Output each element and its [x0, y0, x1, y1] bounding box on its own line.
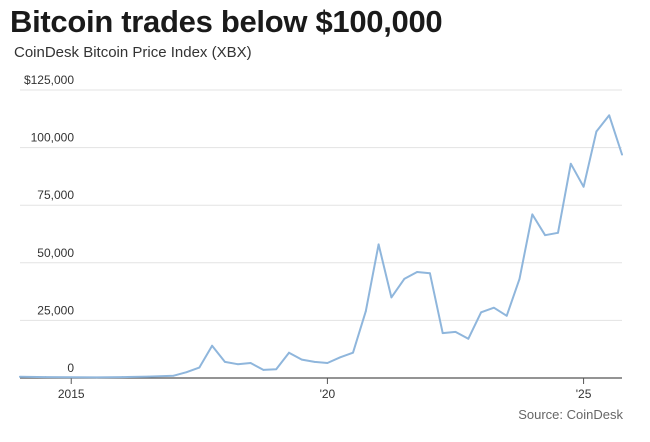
data-point: [249, 362, 252, 364]
data-point: [44, 376, 47, 378]
data-point: [531, 213, 534, 216]
data-point: [172, 374, 175, 377]
y-tick-label: 75,000: [37, 188, 74, 202]
y-tick-label: 25,000: [37, 303, 74, 317]
data-point: [313, 360, 316, 363]
data-point: [608, 114, 611, 117]
data-point: [364, 310, 367, 313]
data-point: [95, 376, 98, 379]
data-point: [275, 368, 278, 371]
source-note: Source: CoinDesk: [518, 407, 623, 422]
data-point: [557, 231, 559, 234]
data-point: [390, 296, 393, 299]
x-tick-label: 2015: [58, 387, 85, 401]
data-point: [300, 358, 303, 361]
data-point: [211, 344, 214, 347]
x-tick-label: '20: [320, 387, 336, 401]
data-point: [185, 371, 188, 374]
data-point: [544, 234, 547, 237]
data-point: [441, 332, 444, 334]
data-point: [403, 278, 406, 280]
data-point: [147, 375, 149, 378]
y-tick-label: 0: [67, 361, 74, 375]
chart-title: Bitcoin trades below $100,000: [10, 4, 443, 39]
y-tick-label: 100,000: [31, 131, 75, 145]
data-point: [428, 272, 431, 275]
data-point: [198, 366, 201, 369]
data-point: [224, 360, 226, 363]
data-point: [326, 362, 329, 364]
data-point: [454, 331, 457, 333]
data-point: [582, 185, 585, 188]
chart-subtitle: CoinDesk Bitcoin Price Index (XBX): [14, 44, 252, 61]
data-point: [121, 376, 124, 378]
data-point: [621, 153, 623, 156]
data-point: [70, 376, 73, 379]
data-point: [467, 337, 470, 340]
x-tick-label: '25: [576, 387, 592, 401]
data-point: [493, 306, 495, 309]
y-tick-label: $125,000: [24, 73, 74, 87]
series-line-0: [19, 114, 623, 379]
y-tick-label: 50,000: [37, 246, 74, 260]
data-point: [480, 311, 483, 314]
data-point: [569, 162, 572, 165]
data-point: [339, 356, 342, 359]
data-point: [595, 130, 598, 133]
data-point: [377, 243, 380, 246]
data-point: [505, 314, 508, 317]
data-point: [352, 351, 354, 354]
data-point: [19, 375, 21, 378]
data-point: [416, 271, 418, 273]
data-point: [288, 351, 290, 354]
data-point: [518, 278, 521, 280]
data-point: [236, 363, 239, 366]
data-point: [262, 369, 265, 371]
